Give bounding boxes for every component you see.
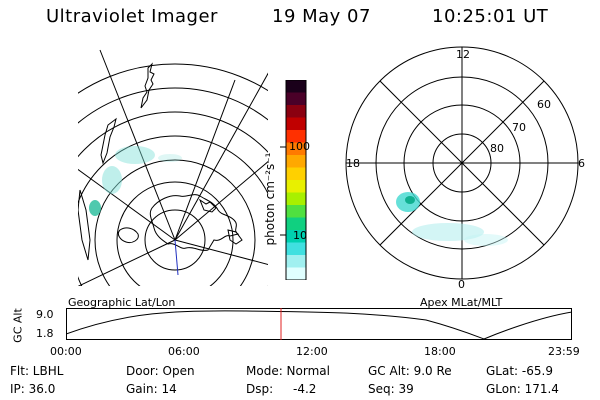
dsp-label: Dsp:: [246, 382, 274, 396]
dsp-value: -4.2: [293, 382, 317, 396]
time-tick-1800: 18:00: [424, 345, 456, 358]
altitude-tick-9: 9.0: [36, 308, 54, 321]
mlat-label-80: 80: [490, 142, 504, 155]
mlt-label-12: 12: [456, 48, 470, 61]
colorbar-swatch: [286, 130, 306, 143]
sequence-value: Seq: 39: [368, 382, 414, 396]
magnetic-panel-label: Apex MLat/MLT: [420, 296, 503, 309]
colorbar-swatch: [286, 180, 306, 193]
colorbar-swatch: [286, 192, 306, 206]
colorbar-swatch: [286, 142, 306, 156]
time-tick-0000: 00:00: [50, 345, 82, 358]
geographic-lon-value: GLon: 171.4: [486, 382, 559, 396]
mlt-label-0: 0: [458, 278, 465, 291]
colorbar-swatch: [286, 117, 306, 131]
filter-value: Flt: LBHL: [10, 364, 64, 378]
sub-satellite-track: [174, 239, 179, 276]
colorbar-tick-100: 100: [289, 140, 310, 153]
app-title: Ultraviolet Imager: [46, 6, 218, 27]
geographic-panel-label: Geographic Lat/Lon: [68, 296, 176, 309]
colorbar-swatch: [286, 167, 306, 181]
colorbar-swatch: [286, 155, 306, 168]
aurora-emission-left: [89, 146, 182, 216]
mlat-label-70: 70: [512, 121, 526, 134]
colorbar-gradient: [286, 80, 306, 281]
gc-altitude-value: GC Alt: 9.0 Re: [368, 364, 452, 378]
time-tick-0600: 06:00: [168, 345, 200, 358]
colorbar-swatch: [286, 105, 306, 118]
magnetic-polar-panel: [338, 44, 588, 294]
door-status: Door: Open: [126, 364, 195, 378]
time-tick-2359: 23:59: [548, 345, 580, 358]
colorbar-swatch: [286, 242, 306, 256]
time-tick-1200: 12:00: [296, 345, 328, 358]
geographic-map-panel: [60, 40, 270, 300]
time-label: 10:25:01 UT: [432, 6, 549, 27]
colorbar-swatch: [286, 205, 306, 218]
ip-value: IP: 36.0: [10, 382, 56, 396]
altitude-plot: [65, 308, 573, 340]
gain-value: Gain: 14: [126, 382, 177, 396]
mode-value: Mode: Normal: [246, 364, 330, 378]
altitude-tick-1-8: 1.8: [36, 327, 54, 340]
mlat-label-60: 60: [537, 98, 551, 111]
colorbar: [258, 79, 308, 281]
colorbar-swatch: [286, 217, 306, 231]
geographic-map: [78, 49, 268, 286]
mlt-label-18: 18: [346, 157, 360, 170]
colorbar-swatch: [286, 267, 306, 281]
mlt-label-6: 6: [578, 157, 585, 170]
colorbar-swatch: [286, 255, 306, 268]
magnetic-polar-plot: [345, 46, 579, 280]
colorbar-unit-label: photon cm⁻²s⁻¹: [263, 152, 277, 246]
colorbar-swatch: [286, 80, 306, 93]
altitude-axis-title: GC Alt: [11, 308, 25, 343]
date-label: 19 May 07: [272, 6, 371, 27]
colorbar-tick-10: 10: [293, 229, 307, 242]
colorbar-swatch: [286, 230, 306, 243]
colorbar-swatch: [286, 92, 306, 106]
geographic-lat-value: GLat: -65.9: [486, 364, 553, 378]
aurora-emission-right: [396, 192, 508, 246]
